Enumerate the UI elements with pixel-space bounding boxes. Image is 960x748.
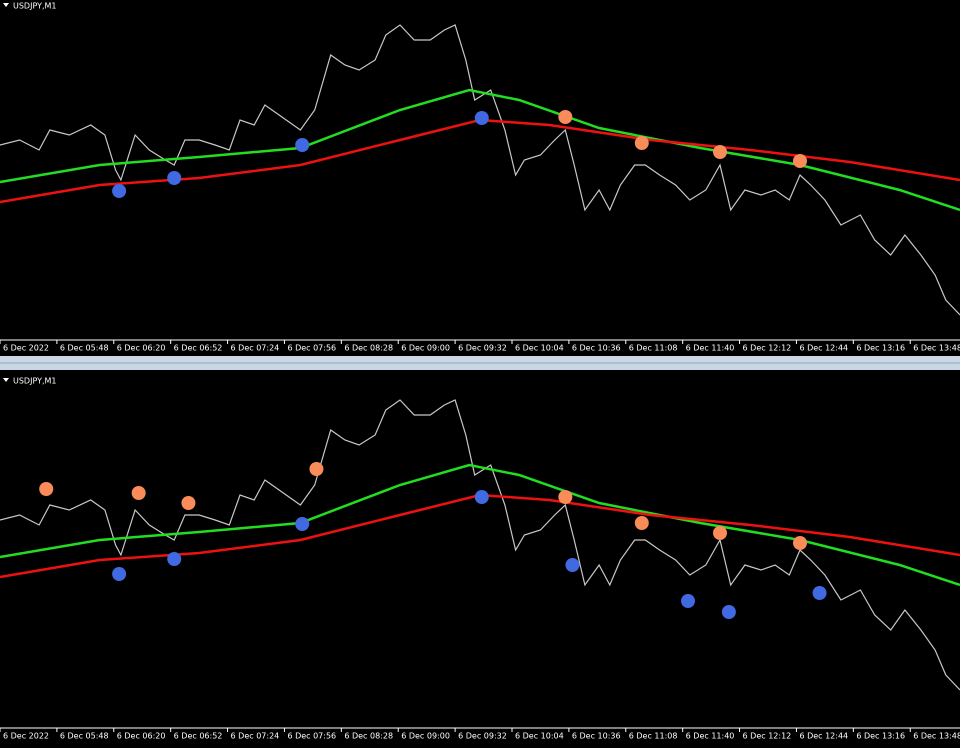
x-tick-label: 6 Dec 08:28	[344, 344, 393, 353]
chart-title: USDJPY,M1	[13, 377, 57, 386]
x-tick-label: 6 Dec 07:24	[231, 732, 280, 741]
signal-dot	[634, 516, 649, 530]
signal-dot	[295, 517, 310, 531]
title-arrow	[3, 3, 9, 7]
signal-dot	[793, 154, 807, 168]
signal-dot	[558, 110, 573, 124]
price-line	[0, 399, 960, 691]
signal-dot	[634, 136, 649, 150]
moving-average	[0, 463, 960, 587]
x-tick-label: 6 Dec 12:12	[743, 732, 792, 741]
signal-dot	[793, 536, 807, 550]
x-tick-label: 6 Dec 06:20	[117, 344, 166, 353]
x-tick-label: 6 Dec 08:28	[344, 732, 393, 741]
x-tick-label: 6 Dec 11:40	[686, 732, 735, 741]
signal-dot	[565, 558, 580, 572]
signal-dot	[713, 526, 727, 540]
x-tick-label: 6 Dec 12:44	[799, 344, 848, 353]
signal-dot	[721, 605, 736, 619]
x-tick-label: 6 Dec 11:40	[686, 344, 735, 353]
x-tick-label: 6 Dec 09:32	[458, 732, 507, 741]
x-tick-label: 6 Dec 12:12	[743, 344, 792, 353]
signal-dot	[474, 111, 489, 125]
x-tick-label: 6 Dec 10:36	[572, 344, 621, 353]
signal-dot	[474, 490, 489, 504]
x-tick-label: 6 Dec 06:52	[174, 344, 223, 353]
x-tick-label: 6 Dec 13:16	[856, 344, 905, 353]
x-tick-label: 6 Dec 13:48	[913, 344, 960, 353]
x-tick-label: 6 Dec 06:52	[174, 732, 223, 741]
signal-dot	[309, 462, 324, 476]
chart-title: USDJPY,M1	[13, 2, 57, 11]
x-tick-label: 6 Dec 09:00	[401, 732, 450, 741]
signal-dot	[295, 138, 310, 152]
x-tick-label: 6 Dec 2022	[3, 732, 49, 741]
x-tick-label: 6 Dec 10:36	[572, 732, 621, 741]
x-tick-label: 6 Dec 06:20	[117, 732, 166, 741]
x-tick-label: 6 Dec 11:08	[629, 732, 678, 741]
x-tick-label: 6 Dec 11:08	[629, 344, 678, 353]
x-tick-label: 6 Dec 10:04	[515, 732, 564, 741]
x-tick-label: 6 Dec 2022	[3, 344, 49, 353]
signal-dot	[167, 552, 182, 566]
signal-dot	[181, 496, 196, 510]
x-tick-label: 6 Dec 07:24	[231, 344, 280, 353]
x-tick-label: 6 Dec 07:56	[287, 732, 336, 741]
x-tick-label: 6 Dec 09:32	[458, 344, 507, 353]
x-tick-label: 6 Dec 10:04	[515, 344, 564, 353]
signal-dot	[713, 145, 727, 159]
moving-average	[0, 88, 960, 212]
x-tick-label: 6 Dec 09:00	[401, 344, 450, 353]
title-arrow	[3, 378, 9, 382]
signal-dot	[681, 594, 695, 608]
x-tick-label: 6 Dec 13:48	[913, 732, 960, 741]
signal-dot	[39, 482, 54, 496]
x-tick-label: 6 Dec 13:16	[856, 732, 905, 741]
signal-dot	[131, 486, 146, 500]
x-tick-label: 6 Dec 12:44	[799, 732, 848, 741]
x-tick-label: 6 Dec 05:48	[60, 732, 109, 741]
x-tick-label: 6 Dec 07:56	[287, 344, 336, 353]
price-line	[0, 24, 960, 316]
x-tick-label: 6 Dec 05:48	[60, 344, 109, 353]
signal-dot	[812, 586, 827, 600]
signal-dot	[112, 567, 127, 581]
signal-dot	[167, 171, 182, 185]
signal-dot	[558, 490, 573, 504]
signal-dot	[112, 184, 127, 198]
